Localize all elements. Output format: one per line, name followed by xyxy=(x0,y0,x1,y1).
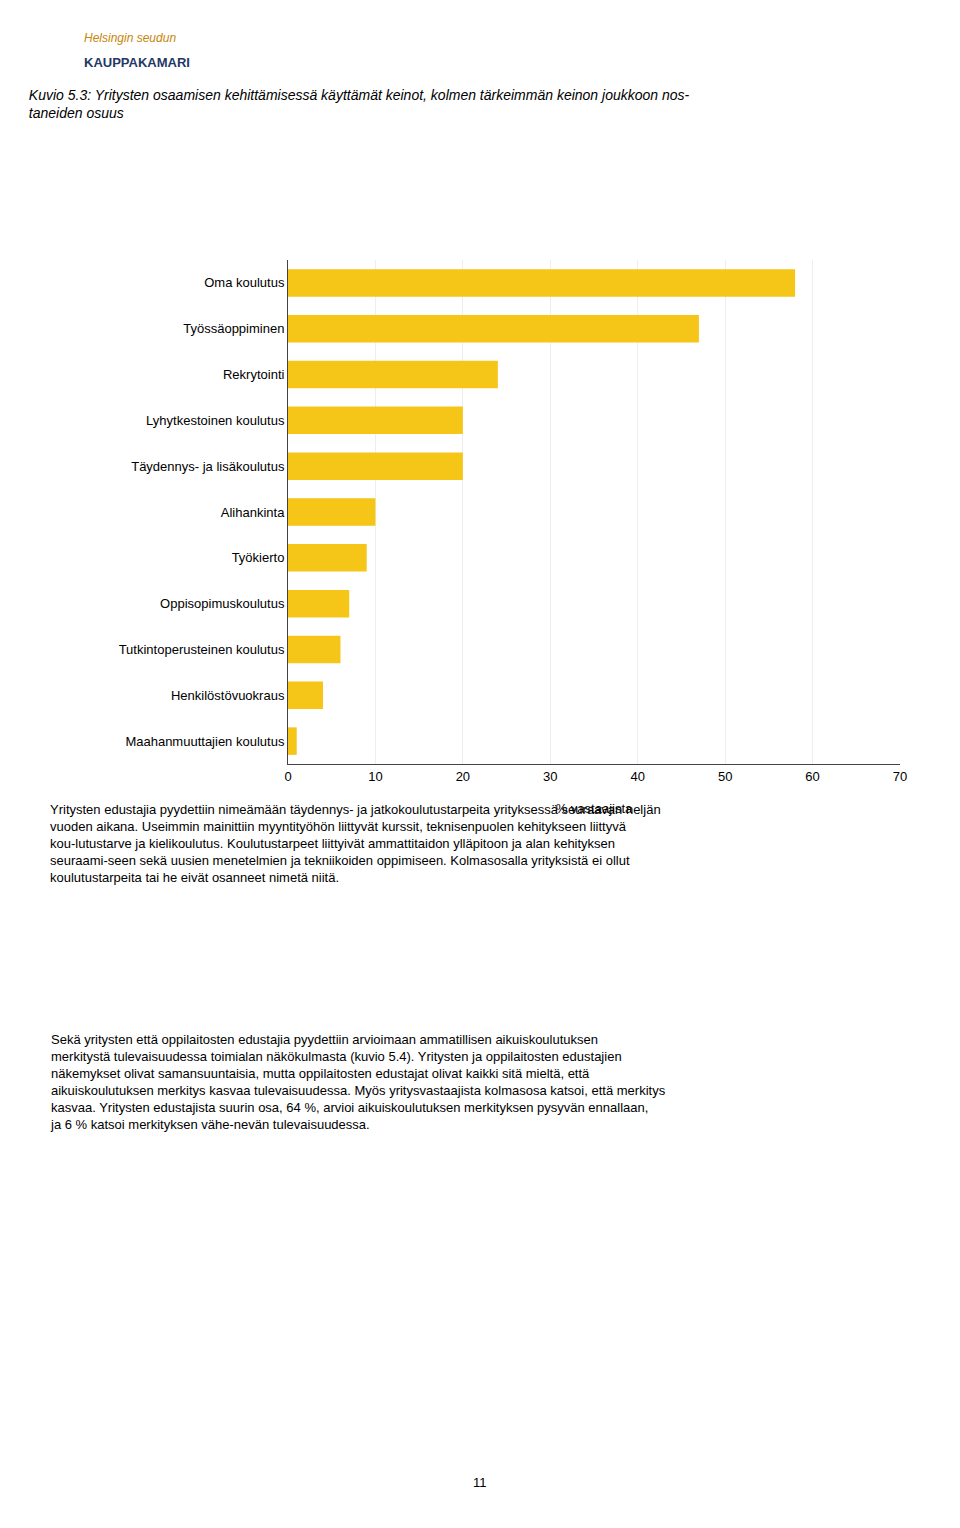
svg-text:Lyhytkestoinen koulutus: Lyhytkestoinen koulutus xyxy=(146,413,285,428)
svg-text:20: 20 xyxy=(456,769,470,784)
svg-text:11: 11 xyxy=(473,1475,487,1490)
svg-text:KAUPPAKAMARI: KAUPPAKAMARI xyxy=(84,55,190,70)
svg-text:Kuvio 5.3: Yritysten osaamisen: Kuvio 5.3: Yritysten osaamisen kehittämi… xyxy=(29,87,690,121)
svg-text:0: 0 xyxy=(284,769,291,784)
svg-text:Rekrytointi: Rekrytointi xyxy=(223,367,285,382)
svg-text:40: 40 xyxy=(630,769,644,784)
svg-text:Oma koulutus: Oma koulutus xyxy=(204,275,285,290)
svg-text:Täydennys- ja lisäkoulutus: Täydennys- ja lisäkoulutus xyxy=(131,459,285,474)
svg-text:Työssäoppiminen: Työssäoppiminen xyxy=(183,321,284,336)
svg-text:Työkierto: Työkierto xyxy=(232,550,285,565)
svg-text:Oppisopimuskoulutus: Oppisopimuskoulutus xyxy=(160,596,285,611)
svg-text:30: 30 xyxy=(543,769,557,784)
svg-text:Alihankinta: Alihankinta xyxy=(221,505,285,520)
svg-text:% vastaajista: % vastaajista xyxy=(556,801,633,816)
svg-text:Maahanmuuttajien koulutus: Maahanmuuttajien koulutus xyxy=(125,734,284,749)
svg-text:50: 50 xyxy=(718,769,732,784)
svg-text:Tutkintoperusteinen koulutus: Tutkintoperusteinen koulutus xyxy=(119,642,285,657)
svg-text:10: 10 xyxy=(368,769,382,784)
svg-text:Helsingin seudun: Helsingin seudun xyxy=(84,31,176,45)
svg-text:Henkilöstövuokraus: Henkilöstövuokraus xyxy=(171,688,285,703)
svg-text:Yritysten edustajia pyydettiin: Yritysten edustajia pyydettiin nimeämään… xyxy=(50,802,661,885)
svg-text:70: 70 xyxy=(893,769,907,784)
svg-text:60: 60 xyxy=(805,769,819,784)
svg-text:Sekä yritysten että oppilaitos: Sekä yritysten että oppilaitosten edusta… xyxy=(50,1032,666,1132)
